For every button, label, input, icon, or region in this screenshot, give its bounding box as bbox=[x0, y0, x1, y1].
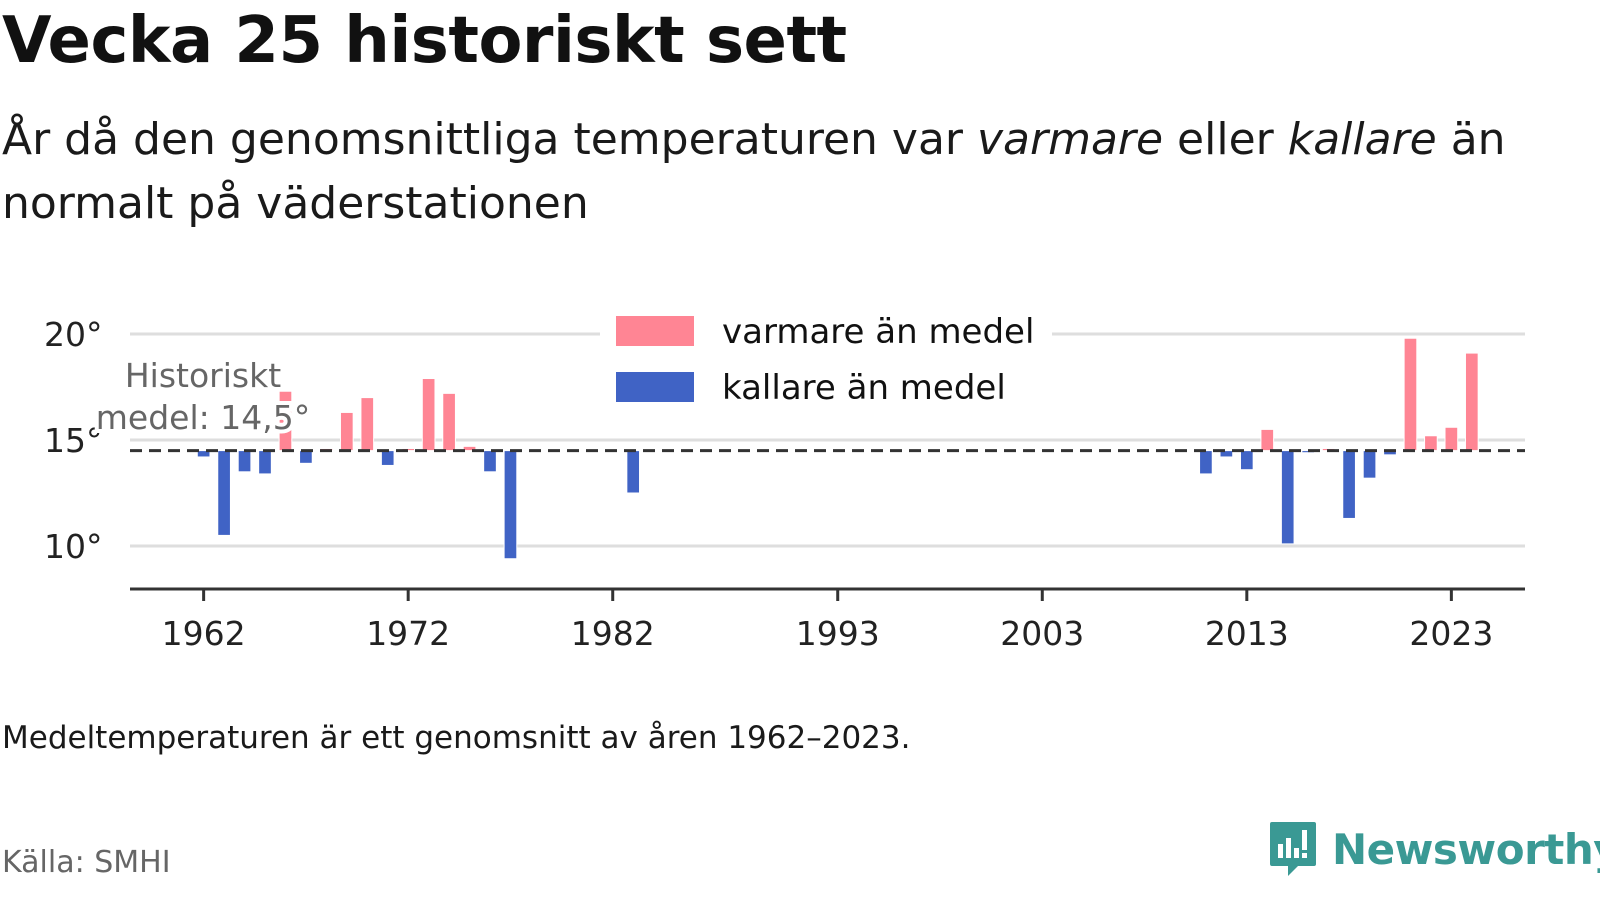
subtitle-warm-word: varmare bbox=[976, 114, 1164, 165]
bar-1963 bbox=[217, 450, 231, 536]
legend-label-warm: varmare än medel bbox=[722, 312, 1034, 352]
bar-2023 bbox=[1444, 426, 1459, 452]
x-tick-label-2013: 2013 bbox=[1205, 614, 1289, 653]
y-axis-ticks: 10° 15° 20° bbox=[44, 315, 103, 566]
bar-1962 bbox=[196, 450, 211, 458]
legend-label-cold: kallare än medel bbox=[722, 368, 1006, 408]
legend-swatch-cold bbox=[616, 372, 694, 402]
y-tick-label-15: 15° bbox=[44, 421, 103, 460]
footnote: Medeltemperaturen är ett genomsnitt av å… bbox=[2, 720, 911, 756]
bar-2013 bbox=[1239, 450, 1254, 471]
bar-2024 bbox=[1464, 352, 1479, 452]
bar-1970 bbox=[360, 397, 375, 452]
newsworthy-logo: Newsworthy bbox=[1268, 820, 1600, 878]
subtitle-cold-word: kallare bbox=[1287, 114, 1437, 165]
bar-2018 bbox=[1342, 450, 1356, 519]
bars bbox=[196, 337, 1479, 560]
bar-1971 bbox=[380, 450, 395, 466]
bar-1975 bbox=[462, 445, 477, 452]
bar-1974 bbox=[442, 392, 456, 452]
x-tick-label-2003: 2003 bbox=[1000, 614, 1084, 653]
bar-1965 bbox=[258, 450, 272, 475]
bar-1967 bbox=[299, 450, 313, 464]
y-tick-label-10: 10° bbox=[44, 527, 103, 566]
legend-swatch-warm bbox=[616, 316, 694, 346]
bar-chart: 10°15°20° Historiskt medel: 14,5° 1962 19… bbox=[44, 308, 1525, 653]
chart-title: Vecka 25 historiskt sett bbox=[2, 4, 847, 78]
x-tick-label-1993: 1993 bbox=[796, 614, 880, 653]
bar-1983 bbox=[626, 450, 641, 494]
average-label-line1: Historiskt bbox=[125, 356, 281, 395]
bar-2022 bbox=[1424, 435, 1438, 452]
bar-2014 bbox=[1260, 428, 1275, 452]
newsworthy-logo-icon bbox=[1270, 822, 1316, 876]
bar-1973 bbox=[421, 378, 436, 452]
brand-name: Newsworthy bbox=[1332, 824, 1600, 874]
x-tick-label-1962: 1962 bbox=[162, 614, 246, 653]
x-tick-label-1972: 1972 bbox=[366, 614, 450, 653]
bar-2019 bbox=[1362, 450, 1377, 479]
legend: varmare än medel kallare än medel bbox=[600, 308, 1052, 420]
subtitle-prefix: År då den genomsnittliga temperaturen va… bbox=[2, 114, 977, 165]
subtitle-suffix: än normalt på väderstationen bbox=[2, 114, 1506, 229]
x-axis-ticks: 1962 1972 1982 1993 2003 2013 2023 bbox=[162, 589, 1493, 653]
bar-2015 bbox=[1280, 450, 1295, 545]
y-tick-label-20: 20° bbox=[44, 315, 103, 354]
bar-1977 bbox=[503, 450, 518, 560]
x-tick-label-1982: 1982 bbox=[571, 614, 655, 653]
chart-subtitle: År då den genomsnittliga temperaturen va… bbox=[2, 108, 1542, 236]
bar-2012 bbox=[1219, 450, 1234, 458]
bar-2011 bbox=[1199, 450, 1213, 475]
bar-1969 bbox=[339, 411, 354, 452]
x-tick-label-2023: 2023 bbox=[1409, 614, 1493, 653]
bar-2021 bbox=[1403, 337, 1418, 452]
average-label-line2: medel: 14,5° bbox=[96, 398, 310, 437]
bar-1964 bbox=[237, 450, 252, 473]
bar-1976 bbox=[483, 450, 497, 473]
source-text: Källa: SMHI bbox=[2, 845, 171, 880]
subtitle-mid: eller bbox=[1163, 114, 1288, 165]
